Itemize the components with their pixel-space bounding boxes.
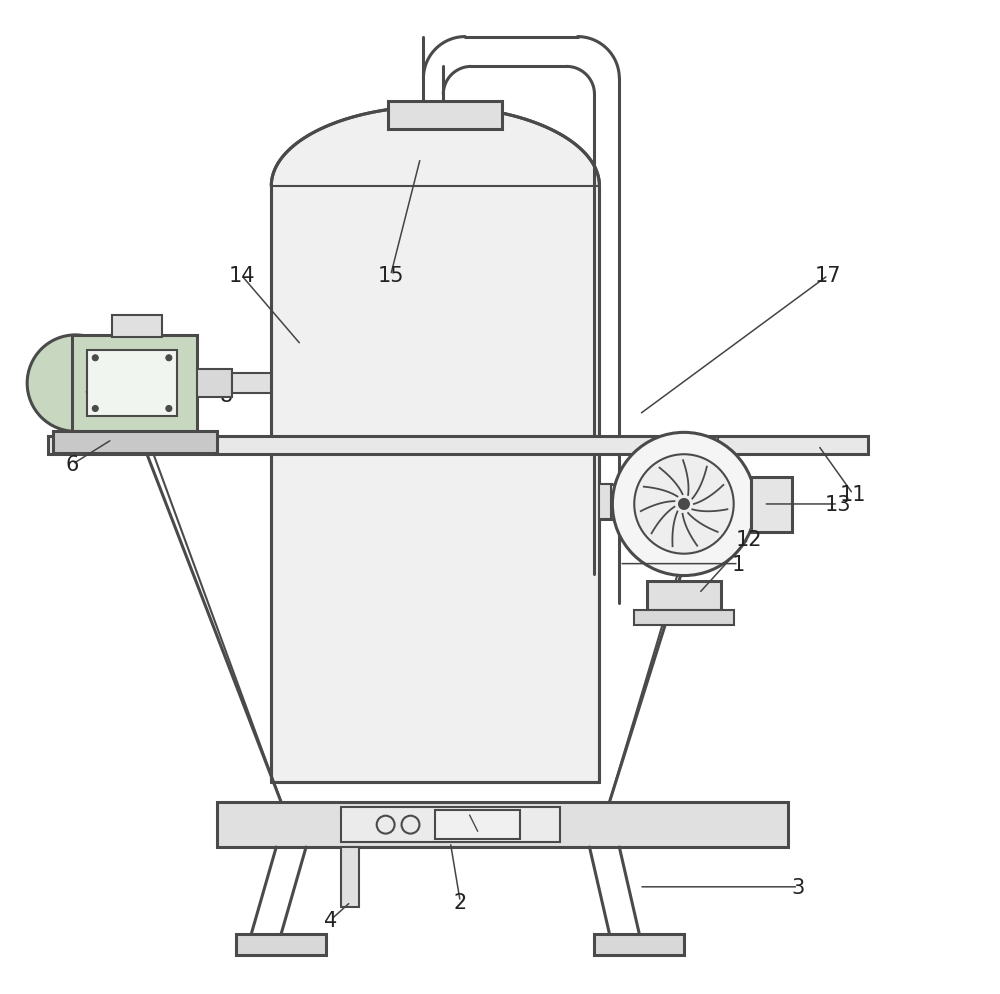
Bar (634, 610, 734, 625)
Text: 11: 11 (840, 484, 866, 505)
Circle shape (92, 407, 98, 413)
Text: 15: 15 (377, 266, 404, 286)
Circle shape (679, 499, 689, 509)
Text: 14: 14 (228, 266, 255, 286)
Circle shape (634, 455, 734, 554)
Bar (341, 847, 359, 907)
Bar (435, 810, 520, 839)
Text: 3: 3 (792, 877, 805, 897)
Bar (647, 580, 721, 610)
Bar (232, 374, 271, 394)
Text: 6: 6 (66, 454, 79, 475)
Circle shape (166, 407, 172, 413)
Bar (48, 437, 868, 455)
Circle shape (166, 356, 172, 362)
Text: 17: 17 (815, 266, 841, 286)
Bar (594, 933, 684, 955)
Text: 2: 2 (454, 892, 467, 911)
Bar (751, 478, 792, 532)
Bar (53, 432, 217, 454)
Bar (72, 336, 197, 432)
Circle shape (612, 433, 756, 576)
Text: 12: 12 (735, 529, 762, 550)
Bar (217, 802, 788, 847)
Bar (112, 316, 162, 338)
Polygon shape (271, 107, 599, 187)
Polygon shape (271, 187, 599, 782)
Text: 8: 8 (220, 386, 233, 406)
Bar (341, 807, 560, 842)
Bar (236, 933, 326, 955)
Bar (388, 102, 502, 130)
Bar (87, 351, 177, 417)
Circle shape (27, 336, 124, 432)
Text: 4: 4 (324, 910, 338, 929)
Text: 1: 1 (732, 554, 745, 575)
Bar (197, 370, 232, 398)
Bar (599, 485, 611, 519)
Circle shape (92, 356, 98, 362)
Text: 13: 13 (825, 494, 851, 515)
Text: 7: 7 (84, 391, 97, 411)
